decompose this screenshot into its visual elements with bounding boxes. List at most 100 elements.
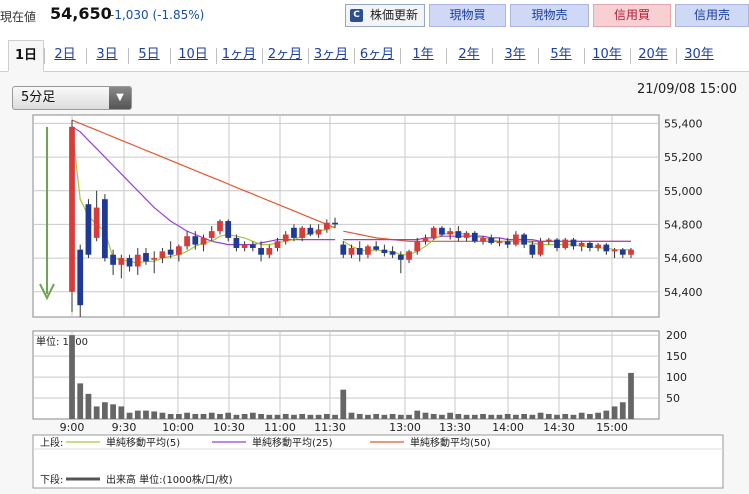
volume-bar — [570, 414, 577, 419]
price-label: 現在値 — [0, 10, 37, 24]
tab-4[interactable]: 10日 — [178, 47, 208, 62]
margin-sell-button[interactable]: 信用売 — [675, 4, 749, 27]
tab-12[interactable]: 5年 — [550, 47, 572, 62]
tab-8[interactable]: 6ヶ月 — [359, 47, 395, 62]
candle-body — [406, 251, 412, 260]
tab-13[interactable]: 10年 — [592, 47, 622, 62]
candle-body — [77, 249, 84, 306]
candle-body — [208, 231, 215, 238]
candle-body — [570, 239, 577, 247]
candle-body — [455, 231, 462, 238]
x-tick-label: 14:00 — [492, 421, 524, 434]
candle-body — [595, 244, 601, 248]
tab-9[interactable]: 1年 — [412, 47, 434, 62]
candle-body — [373, 246, 380, 250]
tab-7[interactable]: 3ヶ月 — [313, 47, 349, 62]
volume-bar — [332, 414, 338, 419]
legend-lower-label: 下段: — [40, 473, 63, 486]
x-tick-label: 10:00 — [162, 421, 194, 434]
volume-bar — [134, 410, 141, 419]
volume-bar — [126, 412, 133, 419]
candle-body — [578, 242, 585, 247]
margin-buy-button[interactable]: 信用買 — [593, 4, 671, 27]
candle-body — [611, 249, 618, 252]
volume-tick-label: 50 — [666, 392, 680, 405]
volume-bar — [406, 414, 412, 419]
tab-10[interactable]: 2年 — [458, 47, 480, 62]
price-tick-label: 55,400 — [664, 117, 703, 130]
x-tick-label: 9:00 — [60, 421, 85, 434]
price-tick-label: 55,200 — [664, 151, 703, 164]
volume-bar — [69, 335, 75, 419]
volume-bar — [447, 412, 454, 419]
x-tick-label: 11:30 — [314, 421, 346, 434]
refresh-icon: C — [350, 9, 363, 22]
price-tick-label: 54,600 — [664, 252, 703, 265]
candle-body — [447, 231, 454, 235]
volume-bar — [291, 414, 297, 419]
candle-body — [225, 221, 232, 238]
candle-body — [241, 244, 248, 248]
candle-body — [69, 126, 75, 292]
candle-body — [143, 253, 149, 262]
candle-body — [397, 254, 404, 260]
volume-bar — [282, 413, 289, 419]
candle-body — [175, 246, 182, 255]
volume-bar — [578, 412, 585, 419]
tab-2[interactable]: 3日 — [96, 47, 118, 62]
refresh-price-button[interactable]: C 株価更新 — [345, 4, 425, 27]
dropdown-arrow-icon: ▼ — [109, 87, 131, 109]
tab-15[interactable]: 30年 — [684, 47, 714, 62]
volume-tick-label: 200 — [666, 329, 687, 342]
tab-14[interactable]: 20年 — [638, 47, 668, 62]
volume-bar — [471, 414, 478, 419]
volume-bar — [397, 414, 404, 419]
x-tick-label: 13:00 — [389, 421, 421, 434]
tab-separator — [44, 48, 45, 64]
tab-1[interactable]: 2日 — [54, 47, 76, 62]
candle-body — [619, 249, 626, 255]
price-plot-area — [32, 114, 660, 318]
cash-sell-button[interactable]: 現物売 — [510, 4, 589, 27]
candle-body — [93, 207, 100, 238]
candle-body — [463, 232, 470, 238]
legend-upper-label: 上段: — [40, 436, 63, 449]
tab-0[interactable]: 1日 — [8, 40, 44, 72]
candle-body — [480, 237, 486, 242]
candle-body — [192, 236, 199, 245]
candle-body — [471, 232, 478, 242]
volume-bar — [208, 412, 215, 419]
volume-bar — [496, 414, 503, 419]
tab-5[interactable]: 1ヶ月 — [221, 47, 257, 62]
candle-body — [488, 237, 495, 243]
tab-separator — [262, 48, 263, 64]
candle-body — [332, 222, 338, 225]
tab-11[interactable]: 3年 — [504, 47, 526, 62]
cash-buy-button[interactable]: 現物買 — [429, 4, 506, 27]
candle-body — [151, 258, 158, 260]
tab-separator — [538, 48, 539, 64]
candle-body — [323, 222, 330, 230]
candle-body — [249, 244, 256, 248]
candle-body — [348, 247, 355, 255]
candle-body — [299, 227, 306, 238]
candle-body — [381, 249, 388, 254]
volume-bar — [85, 393, 92, 419]
x-tick-label: 13:30 — [439, 421, 471, 434]
candle-body — [587, 242, 593, 248]
interval-select[interactable]: 5分足 ▼ — [12, 86, 132, 110]
candle-body — [258, 247, 264, 255]
price-tick-label: 54,400 — [664, 286, 703, 299]
candle-body — [102, 199, 108, 259]
quote-bar: 現在値 54,650 -1,030 (-1.85%) C 株価更新 現物買 現物… — [0, 0, 749, 32]
candle-body — [356, 247, 363, 255]
volume-bar — [365, 414, 371, 419]
volume-bar — [480, 413, 486, 419]
volume-bar — [200, 413, 207, 419]
candle-body — [439, 227, 445, 235]
price-tick-label: 55,000 — [664, 185, 703, 198]
x-tick-label: 14:30 — [543, 421, 575, 434]
candle-body — [126, 258, 133, 267]
tab-6[interactable]: 2ヶ月 — [267, 47, 303, 62]
tab-3[interactable]: 5日 — [138, 47, 160, 62]
